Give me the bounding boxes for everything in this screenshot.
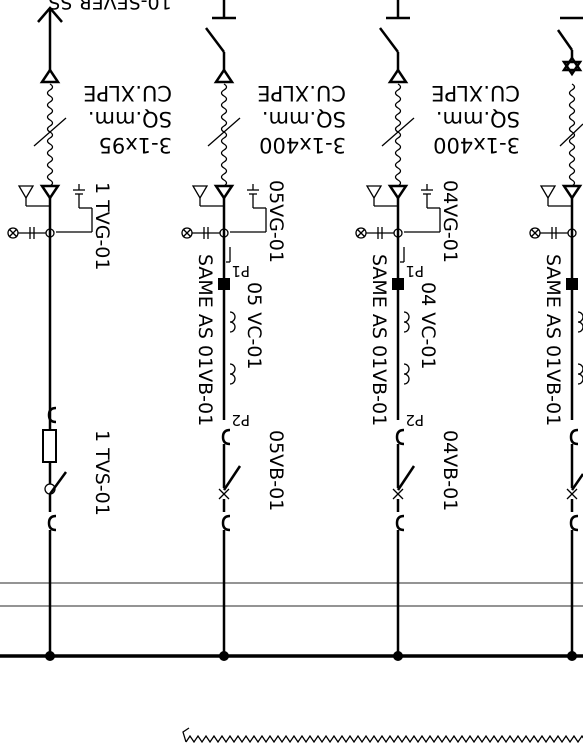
cable-slash (381, 117, 415, 147)
plug-icon (221, 428, 231, 446)
plug-icon (221, 514, 231, 532)
same-as-label: SAME AS 01VB-01 (194, 254, 216, 426)
vc-label: 04 VC-01 (417, 282, 439, 370)
lower-equipment-label: 04VB-01 (439, 430, 461, 511)
current-transformer-icon (392, 278, 404, 290)
same-as-label: SAME AS 01VB-01 (542, 254, 564, 426)
cable-spec-label: 3-1x400 (433, 133, 520, 157)
cable-end-triangle-icon (387, 67, 409, 84)
cable-unit-label: SQ.mm. (88, 107, 172, 131)
contactor-coil-icon (577, 311, 583, 385)
feeder-1 (7, 6, 93, 656)
breaker-cross-icon (392, 488, 404, 500)
switch-blade-icon (570, 473, 583, 491)
earth-icon (230, 184, 267, 233)
cable-slash (207, 117, 241, 147)
surge-arrester-icon (365, 185, 398, 207)
plug-icon (47, 514, 57, 532)
plug-icon (395, 428, 405, 446)
surge-arrester-icon (191, 185, 224, 207)
cable-type-label: CU.XLPE (431, 81, 520, 105)
cable-end-triangle-icon (561, 55, 583, 72)
cable-end-triangle-icon (39, 184, 61, 201)
cable-slash (559, 123, 583, 147)
cable-icon (394, 83, 402, 187)
p1-label: P1 (231, 262, 250, 280)
p2-label: P2 (405, 411, 424, 429)
isolator-blade-icon (556, 29, 574, 51)
cable-end-triangle-icon (561, 60, 583, 77)
cable-end-triangle-icon (387, 184, 409, 201)
switch-blade-icon (222, 465, 242, 491)
top-title-fragment: 10-SEVER SS (48, 0, 171, 13)
current-transformer-icon (566, 278, 578, 290)
surge-arrester-icon (17, 185, 50, 207)
vc-label: 05 VC-01 (243, 282, 265, 370)
cable-end-triangle-icon (561, 184, 583, 201)
cable-spec-label: 3-1x95 (99, 133, 172, 157)
plug-icon (395, 514, 405, 532)
same-as-label: SAME AS 01VB-01 (368, 254, 390, 426)
p2-label: P2 (231, 411, 250, 429)
feeder-2 (181, 0, 267, 656)
feeder-3 (355, 0, 441, 656)
feeder-4 (529, 16, 583, 656)
current-transformer-icon (218, 278, 230, 290)
cable-type-label: CU.XLPE (257, 81, 346, 105)
isolator-blade-icon (379, 27, 399, 53)
cable-icon (220, 83, 228, 187)
cable-type-label: CU.XLPE (83, 81, 172, 105)
plug-icon (569, 428, 579, 446)
vg-label: 05VG-01 (265, 180, 287, 263)
cable-unit-label: SQ.mm. (262, 107, 346, 131)
contactor-coil-icon (229, 311, 236, 385)
earth-icon (404, 184, 441, 233)
switch-blade-icon (48, 471, 68, 495)
cable-icon (568, 83, 576, 187)
fuse-icon (42, 429, 57, 463)
lower-equipment-label: 1 TVS-01 (91, 430, 113, 516)
earth-icon (56, 184, 93, 233)
earth-switch-icon (529, 227, 577, 239)
vg-label: 1 TVG-01 (91, 182, 113, 271)
earth-switch-icon (181, 227, 229, 239)
p1-label: P1 (405, 262, 424, 280)
cable-slash (33, 117, 67, 147)
plug-icon (47, 406, 57, 424)
contactor-coil-icon (403, 311, 410, 385)
earth-switch-icon (355, 227, 403, 239)
cable-icon (46, 83, 54, 187)
cable-spec-label: 3-1x400 (259, 133, 346, 157)
main-busbar (0, 651, 583, 661)
cable-unit-label: SQ.mm. (436, 107, 520, 131)
frame-lines (0, 582, 583, 607)
surge-arrester-icon (539, 185, 572, 207)
switch-blade-icon (396, 465, 416, 491)
cable-end-triangle-icon (39, 67, 61, 84)
zigzag-start (182, 727, 190, 743)
earth-switch-icon (7, 227, 55, 239)
cable-end-triangle-icon (213, 67, 235, 84)
isolator-blade-icon (205, 27, 225, 53)
vg-label: 04VG-01 (439, 180, 461, 263)
bottom-zigzag-border (185, 734, 583, 744)
breaker-cross-icon (218, 488, 230, 500)
breaker-cross-icon (566, 488, 578, 500)
plug-icon (569, 514, 579, 532)
lower-equipment-label: 05VB-01 (265, 430, 287, 511)
cable-end-triangle-icon (213, 184, 235, 201)
